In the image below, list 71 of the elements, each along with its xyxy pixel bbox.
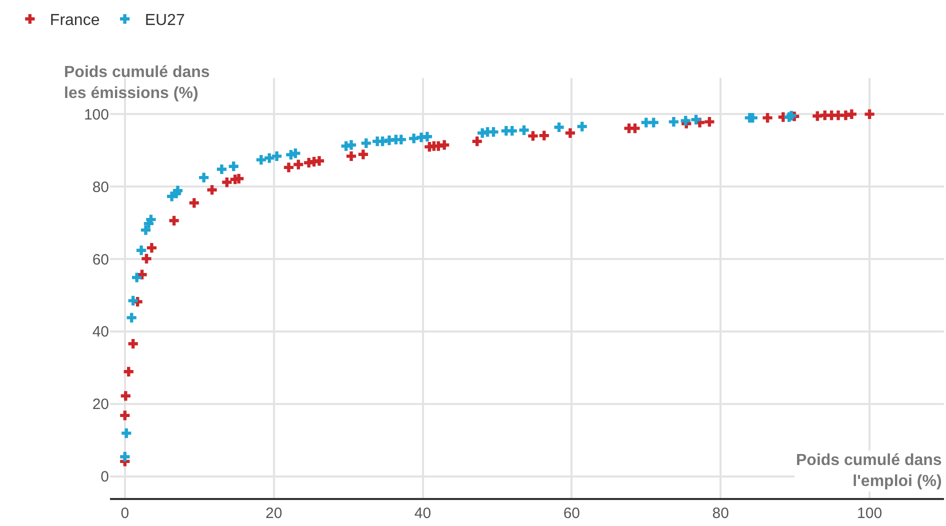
point (314, 156, 324, 166)
point (169, 216, 179, 226)
point (120, 391, 130, 401)
point (142, 254, 152, 264)
point (786, 110, 796, 120)
point (409, 134, 419, 144)
y-tick-label: 40 (92, 324, 109, 341)
point (554, 122, 564, 132)
point (284, 162, 294, 172)
point (122, 428, 132, 438)
x-tick-label: 40 (414, 504, 432, 522)
point (507, 126, 517, 136)
point (132, 272, 142, 282)
point (294, 160, 304, 170)
point (440, 140, 450, 150)
point (199, 172, 209, 182)
point (128, 296, 138, 306)
point (680, 116, 690, 126)
point (472, 136, 482, 146)
point (120, 452, 130, 462)
point (146, 243, 156, 253)
y-axis-title: Poids cumulé dans les émissions (%) (64, 64, 210, 102)
y-tick-label: 100 (84, 106, 109, 124)
point (216, 164, 226, 174)
y-tick-label: 60 (92, 251, 109, 268)
point (358, 150, 368, 160)
point (189, 198, 199, 208)
x-tick-label: 60 (563, 504, 580, 522)
point (528, 131, 538, 141)
point (128, 338, 138, 349)
point (846, 109, 856, 120)
point (228, 162, 238, 172)
point (488, 127, 498, 137)
point (648, 118, 658, 128)
point (691, 114, 701, 124)
point (120, 410, 130, 420)
point (577, 122, 587, 132)
point (519, 125, 529, 135)
x-axis-title: Poids cumulé dans l'emploi (%) (796, 452, 942, 490)
y-tick-label: 20 (92, 396, 109, 414)
point (264, 153, 274, 163)
point (361, 138, 371, 148)
point (565, 128, 575, 138)
x-tick-label: 20 (265, 504, 282, 522)
point (762, 113, 772, 123)
y-tick-label: 80 (92, 178, 109, 196)
point (256, 155, 266, 165)
point (272, 151, 282, 162)
point (630, 124, 640, 134)
point (396, 134, 406, 144)
point (748, 113, 758, 123)
point (539, 130, 549, 140)
point (668, 117, 678, 127)
point (126, 312, 136, 322)
y-tick-label: 0 (100, 468, 109, 486)
point (124, 366, 134, 376)
point (207, 185, 217, 195)
point (864, 109, 874, 120)
x-tick-label: 0 (120, 504, 130, 522)
point (222, 177, 232, 188)
x-tick-label: 80 (712, 504, 729, 522)
point (136, 246, 146, 256)
point (704, 117, 714, 127)
point (346, 151, 356, 162)
legend-label: EU27 (144, 12, 185, 30)
x-tick-label: 100 (857, 504, 882, 522)
legend-label: France (50, 12, 100, 30)
point (422, 132, 432, 142)
point (172, 186, 183, 196)
point (346, 140, 356, 150)
point (140, 225, 151, 235)
